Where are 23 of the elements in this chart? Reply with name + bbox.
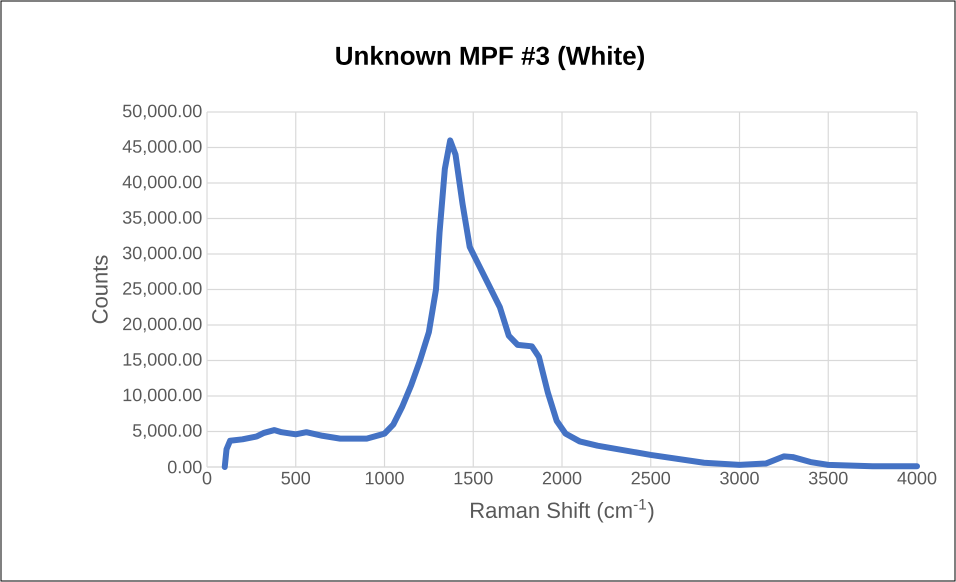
y-tick-label: 30,000.00 <box>122 246 202 262</box>
x-tick-label: 3500 <box>808 472 848 484</box>
chart-title: Unknown MPF #3 (White) <box>336 46 644 70</box>
y-tick-label: 15,000.00 <box>124 353 202 368</box>
y-tick-label: 25,000.00 <box>123 282 202 297</box>
x-tick-label: 2500 <box>632 472 670 484</box>
y-tick-label: 5,000.00 <box>132 424 202 439</box>
y-tick-label: 40,000.00 <box>122 176 202 190</box>
x-tick-label: 3000 <box>720 472 759 484</box>
x-tick-label: 4000 <box>897 472 936 484</box>
y-tick-label: 35,000.00 <box>122 211 202 226</box>
y-axis-title: Counts <box>92 255 108 324</box>
x-tick-label: 500 <box>281 472 310 484</box>
y-tick-label: 50,000.00 <box>122 104 202 120</box>
y-tick-label: 0.00 <box>168 460 202 474</box>
x-axis-title: Raman Shift (cm$^{-1}$) <box>471 498 654 522</box>
y-tick-label: 10,000.00 <box>124 388 202 404</box>
y-tick-label: 45,000.00 <box>122 140 202 155</box>
y-tick-label: 20,000.00 <box>123 318 202 332</box>
x-tick-label: 1000 <box>366 472 404 484</box>
x-tick-label: 0 <box>202 472 212 484</box>
x-tick-label: 2000 <box>542 472 582 484</box>
x-tick-label: 1500 <box>454 472 493 484</box>
